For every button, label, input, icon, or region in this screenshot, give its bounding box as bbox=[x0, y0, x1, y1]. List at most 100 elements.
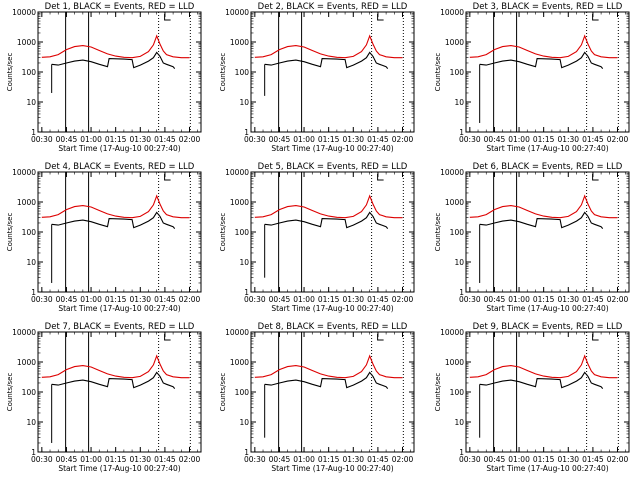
x-tick-label: 01:15 bbox=[318, 135, 340, 144]
x-tick-label: 01:30 bbox=[557, 295, 579, 304]
panel-title: Det 4, BLACK = Events, RED = LLD bbox=[45, 162, 195, 172]
y-tick-label: 100 bbox=[235, 388, 250, 397]
series-line-events bbox=[479, 211, 604, 229]
x-tick-label: 01:30 bbox=[557, 135, 579, 144]
chart-panel-3: Det 3, BLACK = Events, RED = LLD 1 10 100 10… bbox=[434, 2, 630, 153]
y-tick-label: 1 bbox=[459, 288, 464, 297]
y-axis-label: Counts/sec bbox=[219, 373, 227, 412]
x-tick-label: 01:30 bbox=[342, 455, 364, 464]
series-line-events bbox=[479, 51, 604, 69]
y-tick-label: 10000 bbox=[12, 168, 36, 177]
x-tick-label: 02:00 bbox=[392, 135, 414, 144]
y-tick-label: 100 bbox=[22, 228, 37, 237]
x-tick-label: 01:00 bbox=[508, 455, 530, 464]
x-tick-label: 00:30 bbox=[244, 135, 266, 144]
panel-title: Det 5, BLACK = Events, RED = LLD bbox=[258, 162, 408, 172]
x-tick-label: 01:00 bbox=[80, 455, 102, 464]
y-tick-label: 100 bbox=[450, 228, 465, 237]
x-tick-label: 00:30 bbox=[459, 455, 481, 464]
x-tick-label: 01:45 bbox=[367, 455, 389, 464]
x-tick-label: 01:00 bbox=[80, 135, 102, 144]
panel-title: Det 7, BLACK = Events, RED = LLD bbox=[45, 322, 195, 332]
x-tick-label: 02:00 bbox=[179, 455, 201, 464]
x-tick-label: 02:00 bbox=[607, 295, 629, 304]
x-tick-label: 01:45 bbox=[367, 135, 389, 144]
x-tick-label: 01:00 bbox=[293, 135, 315, 144]
panel-title: Det 3, BLACK = Events, RED = LLD bbox=[473, 2, 623, 12]
plot-frame bbox=[250, 11, 415, 133]
y-tick-label: 10 bbox=[239, 258, 249, 267]
x-tick-label: 00:30 bbox=[31, 135, 53, 144]
marker-bracket bbox=[377, 174, 384, 181]
x-tick-label: 01:30 bbox=[129, 455, 151, 464]
x-axis-label: Start Time (17-Aug-10 00:27:40) bbox=[271, 144, 393, 153]
chart-panel-6: Det 6, BLACK = Events, RED = LLD 1 10 100 10… bbox=[434, 162, 630, 313]
panel-title: Det 2, BLACK = Events, RED = LLD bbox=[258, 2, 408, 12]
x-tick-label: 00:45 bbox=[56, 455, 78, 464]
series-line-lld bbox=[41, 34, 190, 59]
y-tick-label: 1 bbox=[244, 288, 249, 297]
y-tick-label: 10 bbox=[454, 258, 464, 267]
x-tick-label: 01:30 bbox=[342, 135, 364, 144]
x-tick-label: 01:15 bbox=[105, 135, 127, 144]
panel-title: Det 9, BLACK = Events, RED = LLD bbox=[473, 322, 623, 332]
y-tick-label: 10000 bbox=[440, 168, 464, 177]
plot-frame bbox=[250, 171, 415, 293]
y-axis-label: Counts/sec bbox=[434, 213, 442, 252]
x-tick-label: 00:30 bbox=[459, 295, 481, 304]
marker-bracket bbox=[164, 174, 171, 181]
panel-title: Det 8, BLACK = Events, RED = LLD bbox=[258, 322, 408, 332]
x-tick-label: 02:00 bbox=[179, 295, 201, 304]
y-tick-label: 1000 bbox=[230, 38, 249, 47]
panel-title: Det 1, BLACK = Events, RED = LLD bbox=[45, 2, 195, 12]
x-axis-label: Start Time (17-Aug-10 00:27:40) bbox=[486, 304, 608, 313]
y-tick-label: 10 bbox=[454, 418, 464, 427]
x-tick-label: 01:15 bbox=[533, 295, 555, 304]
series-line-lld bbox=[469, 34, 618, 59]
y-tick-label: 1000 bbox=[445, 198, 464, 207]
x-tick-label: 01:00 bbox=[293, 295, 315, 304]
y-tick-label: 10000 bbox=[440, 328, 464, 337]
x-tick-label: 01:45 bbox=[582, 455, 604, 464]
x-tick-label: 00:45 bbox=[56, 295, 78, 304]
chart-panel-9: Det 9, BLACK = Events, RED = LLD 1 10 100 10… bbox=[434, 322, 630, 473]
series-line-events bbox=[264, 371, 389, 389]
x-tick-label: 01:00 bbox=[293, 455, 315, 464]
y-tick-label: 1000 bbox=[230, 198, 249, 207]
y-tick-label: 1 bbox=[244, 448, 249, 457]
chart-panel-2: Det 2, BLACK = Events, RED = LLD 1 10 100 10… bbox=[219, 2, 415, 153]
x-tick-label: 01:15 bbox=[533, 135, 555, 144]
y-tick-label: 1 bbox=[459, 448, 464, 457]
x-tick-label: 01:30 bbox=[129, 135, 151, 144]
y-tick-label: 1000 bbox=[230, 358, 249, 367]
x-tick-label: 00:45 bbox=[484, 295, 506, 304]
chart-panel-1: Det 1, BLACK = Events, RED = LLD 1 10 100 10… bbox=[6, 2, 202, 153]
y-tick-label: 100 bbox=[235, 68, 250, 77]
x-tick-label: 02:00 bbox=[179, 135, 201, 144]
y-axis-label: Counts/sec bbox=[434, 53, 442, 92]
y-axis-label: Counts/sec bbox=[6, 53, 14, 92]
y-tick-label: 1 bbox=[244, 128, 249, 137]
x-tick-label: 00:45 bbox=[269, 455, 291, 464]
chart-panel-8: Det 8, BLACK = Events, RED = LLD 1 10 100 10… bbox=[219, 322, 415, 473]
y-tick-label: 1 bbox=[459, 128, 464, 137]
plot-frame bbox=[465, 171, 630, 293]
y-tick-label: 1000 bbox=[445, 358, 464, 367]
marker-bracket bbox=[592, 14, 599, 21]
y-axis-label: Counts/sec bbox=[219, 213, 227, 252]
x-axis-label: Start Time (17-Aug-10 00:27:40) bbox=[58, 304, 180, 313]
x-tick-label: 01:45 bbox=[154, 295, 176, 304]
x-axis-label: Start Time (17-Aug-10 00:27:40) bbox=[58, 464, 180, 473]
marker-bracket bbox=[164, 14, 171, 21]
y-tick-label: 1000 bbox=[17, 38, 36, 47]
x-tick-label: 01:45 bbox=[582, 135, 604, 144]
x-tick-label: 01:00 bbox=[80, 295, 102, 304]
y-tick-label: 10000 bbox=[12, 8, 36, 17]
y-tick-label: 1000 bbox=[445, 38, 464, 47]
plot-frame bbox=[37, 171, 202, 293]
series-line-lld bbox=[254, 194, 403, 219]
y-axis-label: Counts/sec bbox=[6, 373, 14, 412]
y-tick-label: 1 bbox=[31, 448, 36, 457]
x-tick-label: 02:00 bbox=[607, 135, 629, 144]
